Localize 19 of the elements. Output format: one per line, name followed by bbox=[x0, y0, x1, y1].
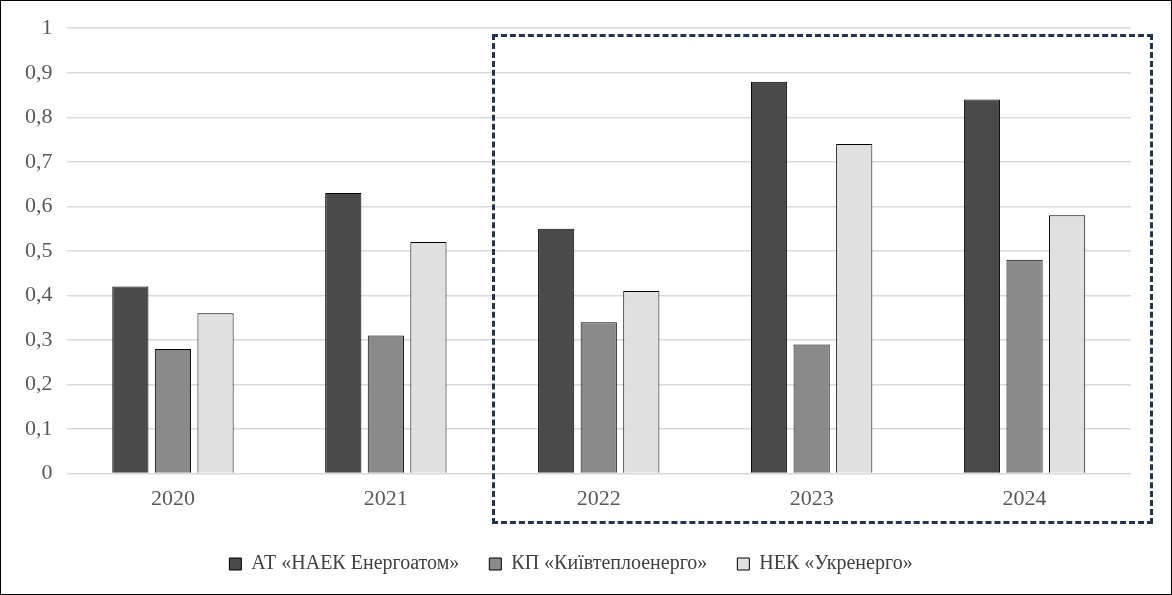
legend-label: АТ «НАЕК Енергоатом» bbox=[251, 551, 460, 575]
x-tick-label: 2020 bbox=[150, 484, 195, 510]
y-tick-label: 0,8 bbox=[25, 103, 53, 129]
x-tick-label: 2024 bbox=[1002, 484, 1047, 510]
y-tick-label: 0,6 bbox=[25, 192, 53, 218]
y-tick-label: 1 bbox=[41, 13, 53, 39]
x-tick-label: 2021 bbox=[363, 484, 408, 510]
y-tick-label: 0,1 bbox=[25, 414, 53, 440]
y-tick-label: 0,2 bbox=[25, 370, 53, 396]
x-tick-label: 2023 bbox=[789, 484, 834, 510]
x-tick-label: 2022 bbox=[576, 484, 621, 510]
y-tick-label: 0 bbox=[41, 459, 53, 485]
y-tick-label: 0,9 bbox=[25, 58, 53, 84]
y-tick-label: 0,4 bbox=[25, 281, 53, 307]
legend-label: КП «Київтеплоенерго» bbox=[511, 551, 708, 575]
y-tick-label: 0,5 bbox=[25, 236, 53, 262]
y-tick-label: 0,7 bbox=[25, 147, 53, 173]
legend-label: НЕК «Укренерго» bbox=[759, 551, 913, 575]
y-tick-label: 0,3 bbox=[25, 325, 53, 351]
